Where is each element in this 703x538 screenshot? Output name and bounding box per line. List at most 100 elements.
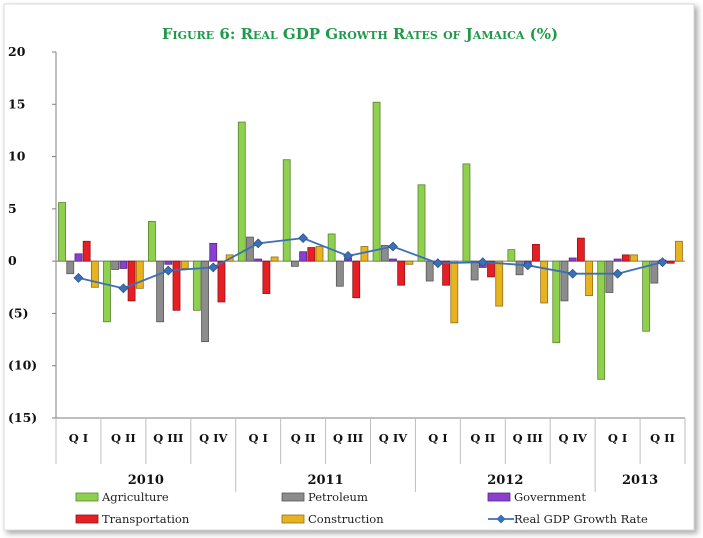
bar-petroleum — [515, 260, 524, 276]
bar-petroleum — [380, 245, 389, 262]
year-group-label: 2012 — [487, 473, 523, 488]
line-point-real-gdp-growth-rate — [208, 262, 219, 273]
bar-construction — [450, 260, 459, 324]
bar-transportation — [352, 260, 361, 299]
line-point-real-gdp-growth-rate — [163, 265, 174, 276]
x-tick-label: Q I — [69, 431, 88, 445]
line-point-real-gdp-growth-rate — [298, 233, 309, 244]
y-tick-label: (10) — [8, 358, 37, 373]
bar-transportation — [307, 247, 316, 262]
bar-agriculture — [372, 101, 381, 262]
bar-petroleum — [605, 260, 614, 293]
bar-construction — [630, 254, 638, 262]
bar-government — [74, 253, 83, 262]
line-real-gdp-growth-rate — [78, 237, 663, 290]
y-tick-label: 15 — [8, 96, 25, 111]
bar-agriculture — [282, 159, 291, 262]
line-point-real-gdp-growth-rate — [73, 272, 84, 283]
bar-agriculture — [148, 221, 156, 262]
year-group-label: 2013 — [622, 473, 658, 488]
legend-swatch — [75, 492, 99, 502]
bar-agriculture — [103, 260, 111, 323]
bar-transportation — [442, 260, 450, 286]
x-tick-label: Q IV — [379, 431, 408, 445]
bar-transportation — [82, 240, 91, 262]
bar-construction — [315, 246, 324, 262]
year-group-label: 2010 — [128, 473, 164, 488]
x-tick-label: Q IV — [559, 431, 588, 445]
line-point-real-gdp-growth-rate — [522, 260, 533, 271]
bar-transportation — [621, 254, 630, 262]
bar-agriculture — [507, 249, 516, 262]
legend-swatch — [487, 492, 511, 502]
bar-petroleum — [650, 260, 659, 284]
line-point-real-gdp-growth-rate — [388, 241, 398, 252]
x-tick-label: Q I — [428, 431, 447, 445]
bar-government — [389, 258, 397, 262]
bar-agriculture — [642, 260, 651, 332]
bar-transportation — [172, 260, 181, 311]
legend-item: Agriculture — [75, 490, 169, 504]
bar-transportation — [127, 260, 136, 302]
line-point-real-gdp-growth-rate — [118, 283, 129, 294]
bar-construction — [675, 240, 683, 262]
line-point-real-gdp-growth-rate — [432, 258, 443, 269]
y-tick-label: 5 — [8, 201, 17, 216]
legend-swatch — [281, 492, 305, 502]
legend-label: Petroleum — [308, 490, 368, 504]
legend-item: Construction — [281, 512, 384, 526]
bar-construction — [135, 260, 144, 289]
legend-item: Petroleum — [281, 490, 368, 504]
bar-transportation — [397, 260, 406, 286]
bar-construction — [405, 260, 414, 265]
plot-area: 20 15 10 5 0 (5) (10) (15) Q I Q II Q III Q IV Q I Q … — [8, 44, 686, 492]
bar-government — [164, 260, 173, 265]
bar-government — [119, 260, 128, 269]
legend-swatch-marker — [496, 514, 506, 524]
bar-agriculture — [192, 260, 201, 311]
bar-petroleum — [66, 260, 75, 275]
x-tick-label: Q IV — [199, 431, 228, 445]
bar-construction — [495, 260, 504, 307]
legend-label: Construction — [308, 512, 384, 526]
x-tick-label: Q III — [333, 431, 363, 445]
bar-petroleum — [201, 260, 209, 343]
bar-petroleum — [335, 260, 344, 287]
x-tick-label: Q I — [608, 431, 627, 445]
line-point-real-gdp-growth-rate — [567, 268, 578, 279]
y-tick-label: 20 — [8, 44, 26, 59]
bar-agriculture — [237, 121, 246, 262]
bar-government — [209, 242, 218, 262]
x-tick-label: Q III — [153, 431, 183, 445]
bar-construction — [270, 256, 279, 262]
bar-transportation — [262, 260, 271, 294]
bar-transportation — [487, 260, 495, 278]
legend-label: Transportation — [102, 512, 190, 526]
bar-government — [254, 258, 263, 262]
bar-transportation — [532, 244, 540, 262]
legend: Agriculture Petroleum Government Transporta… — [75, 490, 648, 526]
bar-petroleum — [425, 260, 434, 282]
year-group-label: 2011 — [307, 473, 343, 488]
line-point-real-gdp-growth-rate — [253, 238, 264, 249]
bar-agriculture — [58, 202, 66, 262]
x-tick-label: Q II — [111, 431, 136, 445]
bar-construction — [585, 260, 593, 297]
bar-petroleum — [470, 260, 479, 281]
legend-label: Real GDP Growth Rate — [514, 512, 648, 526]
bar-agriculture — [597, 260, 606, 380]
x-tick-label: Q II — [291, 431, 316, 445]
legend-swatch — [75, 514, 99, 524]
bar-government — [613, 258, 622, 262]
legend-item: Transportation — [75, 512, 190, 526]
bar-government — [568, 257, 577, 262]
bar-construction — [540, 260, 549, 304]
legend-label: Government — [514, 490, 586, 504]
bar-construction — [90, 260, 99, 288]
x-tick-label: Q I — [248, 431, 267, 445]
legend-swatch — [281, 514, 305, 524]
x-tick-label: Q II — [470, 431, 495, 445]
y-tick-label: 0 — [8, 253, 17, 268]
bar-petroleum — [111, 260, 120, 270]
line-point-real-gdp-growth-rate — [612, 268, 623, 279]
